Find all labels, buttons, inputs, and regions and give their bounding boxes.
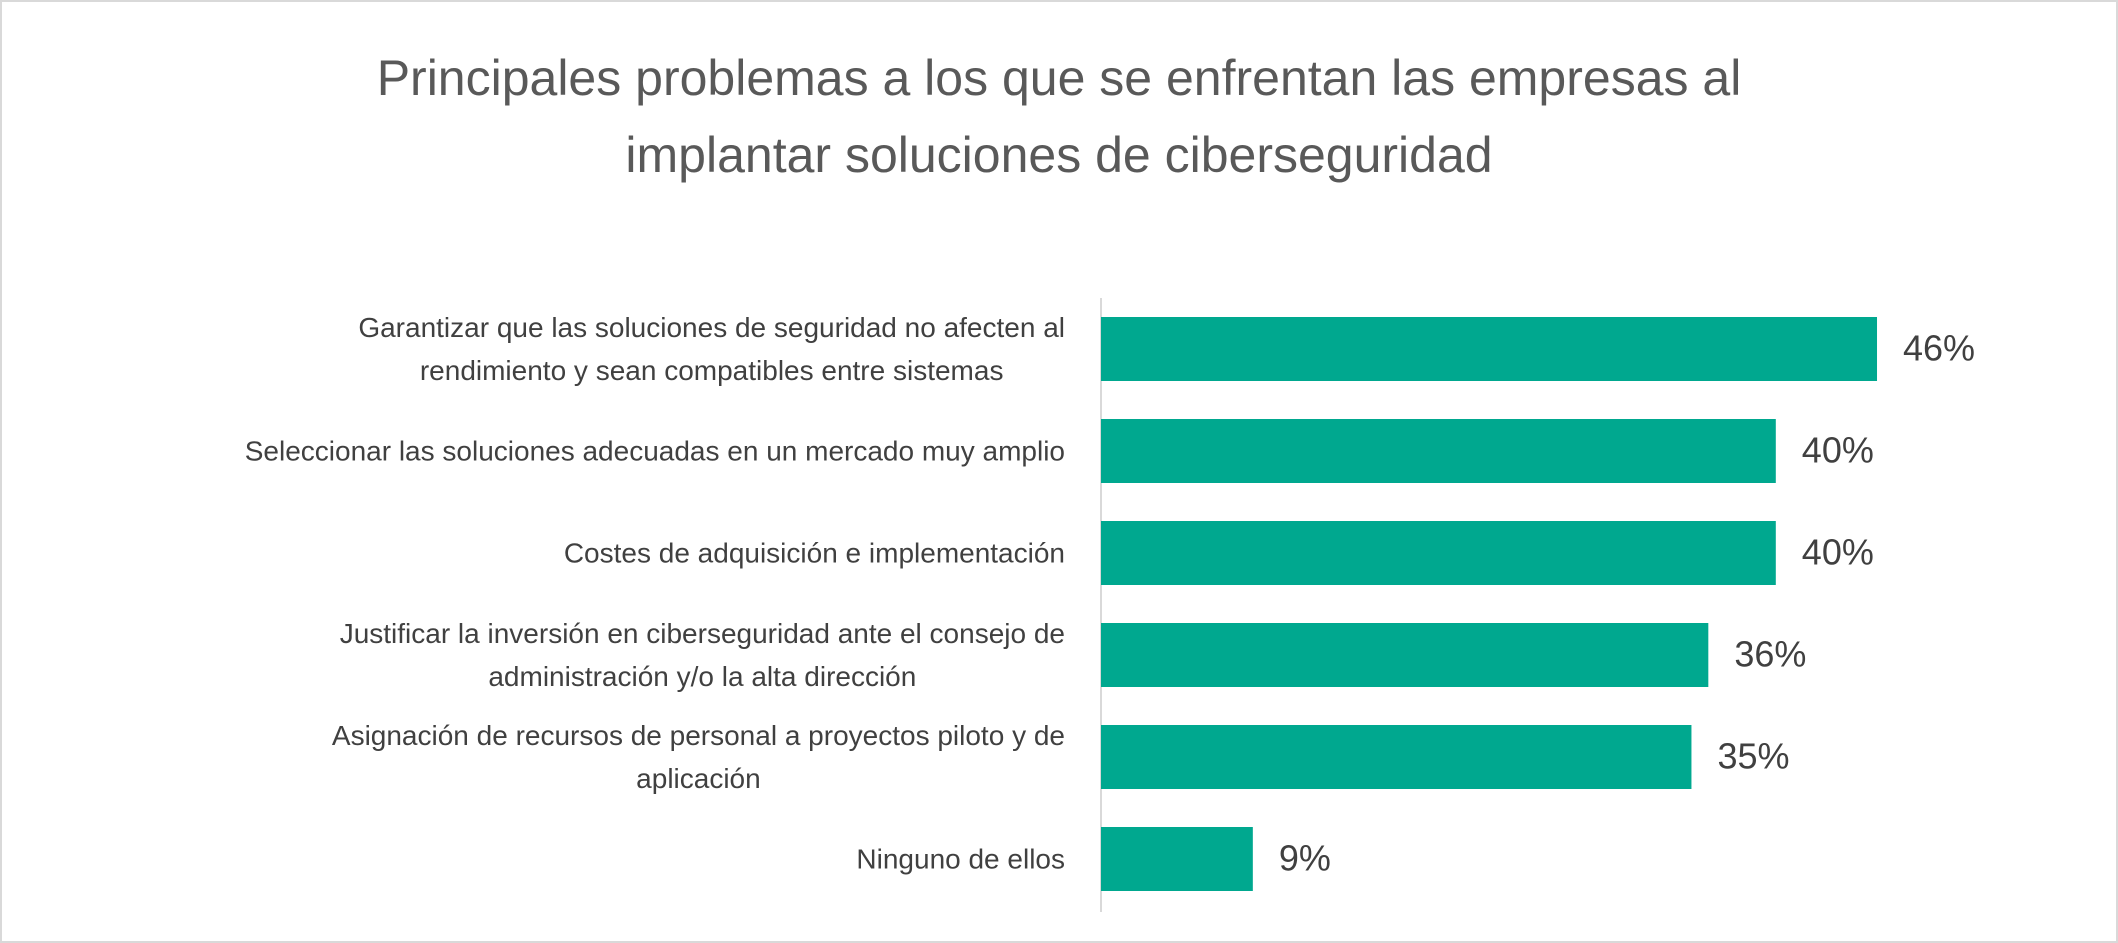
bar: [1101, 725, 1692, 789]
category-label: Ninguno de ellos: [856, 843, 1065, 875]
category-label: Garantizar que las soluciones de segurid…: [358, 312, 1065, 386]
bar: [1101, 623, 1709, 687]
value-label: 40%: [1802, 430, 1874, 471]
value-label: 46%: [1903, 328, 1975, 369]
chart-title: Principales problemas a los que se enfre…: [376, 50, 1742, 183]
bar: [1101, 521, 1776, 585]
category-label: Asignación de recursos de personal a pro…: [331, 720, 1065, 794]
category-label: Costes de adquisición e implementación: [563, 537, 1065, 569]
bar: [1101, 317, 1878, 381]
value-label: 40%: [1802, 532, 1874, 573]
bar: [1101, 419, 1776, 483]
bar: [1101, 827, 1253, 891]
value-label: 9%: [1279, 838, 1331, 879]
category-label: Justificar la inversión en cibersegurida…: [339, 618, 1065, 692]
category-label: Seleccionar las soluciones adecuadas en …: [244, 435, 1065, 467]
value-label: 36%: [1734, 634, 1806, 675]
value-label: 35%: [1717, 736, 1789, 777]
